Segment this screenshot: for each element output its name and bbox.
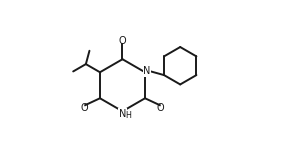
Text: N: N [119, 109, 126, 119]
Text: N: N [143, 66, 151, 76]
Text: H: H [126, 111, 131, 120]
Text: O: O [119, 36, 126, 46]
Text: O: O [81, 103, 89, 113]
Text: O: O [156, 103, 164, 113]
